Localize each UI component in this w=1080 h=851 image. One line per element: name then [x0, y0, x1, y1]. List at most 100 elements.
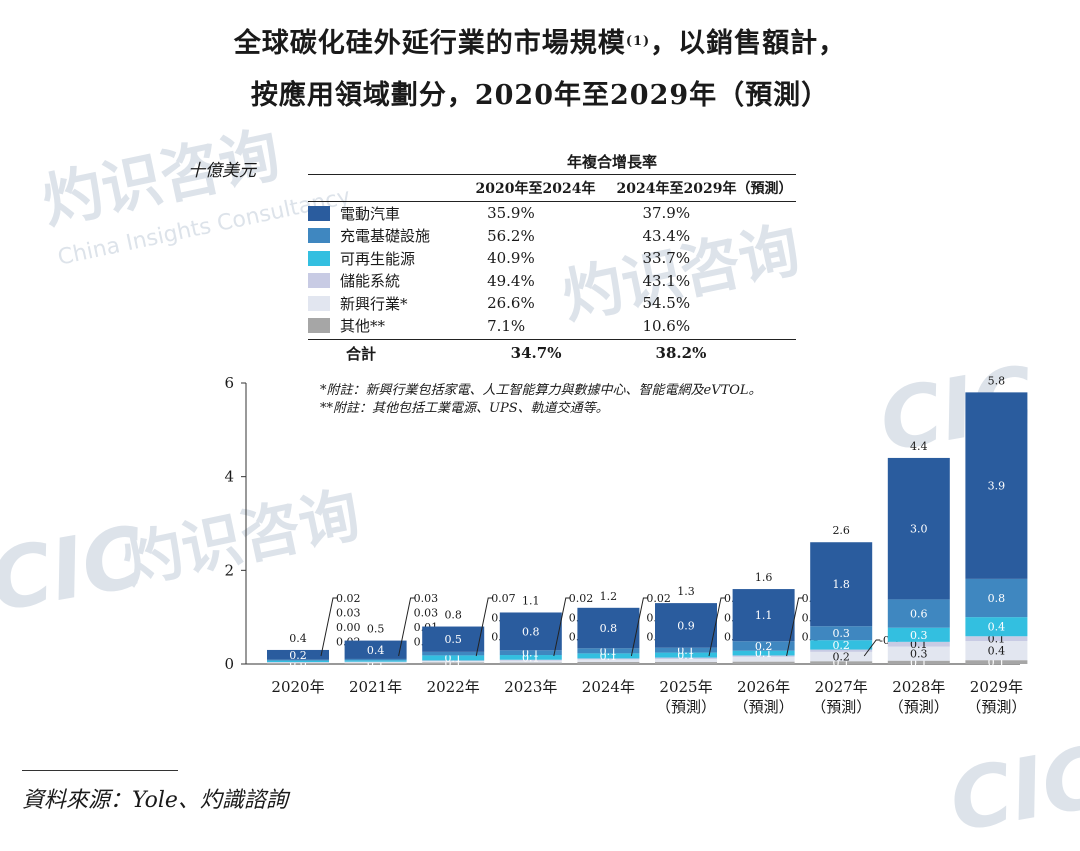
legend-swatch [308, 205, 330, 221]
bar-segment [344, 660, 407, 662]
x-tick-label: 2024年 [582, 678, 635, 696]
bar-segment [732, 589, 795, 642]
title-line1: 全球碳化硅外延行業的市場規模 [233, 28, 626, 59]
bar-segment [655, 603, 717, 648]
bar-segment [267, 649, 329, 660]
callout-leader [320, 597, 337, 657]
bar-total-label: 1.2 [600, 590, 618, 603]
cagr-value-2024-2029: 43.4% [642, 226, 691, 245]
bar-segment [422, 660, 485, 663]
x-tick-label: 2027年 [815, 678, 868, 696]
segment-label: 3.9 [988, 480, 1006, 493]
bar-segment [344, 663, 407, 664]
bar-segment [422, 655, 485, 661]
legend-label: 儲能系統 [340, 272, 401, 291]
cagr-col2-header: 2024年至2029年（預測） [616, 181, 793, 197]
callout-label: 0.03 [414, 592, 439, 605]
cagr-value-2020-2024: 26.6% [487, 294, 535, 313]
legend-swatch [308, 295, 330, 311]
callout-leader [398, 597, 415, 657]
bar-segment [422, 651, 485, 656]
bar-segment [422, 660, 485, 661]
bar-segment [267, 663, 329, 664]
bar-segment [655, 647, 717, 653]
callout-label: 0.02 [336, 592, 361, 605]
bar-segment [422, 626, 485, 652]
segment-label: 0.3 [910, 648, 928, 661]
callout-leader [708, 597, 725, 657]
x-tick-label: 2022年 [427, 678, 480, 696]
segment-label: 0.8 [988, 592, 1006, 605]
legend-label: 電動汽車 [340, 204, 401, 223]
segment-label: 0.2 [832, 651, 850, 664]
bar-segment [732, 655, 795, 657]
cagr-total1: 34.7% [510, 344, 562, 362]
segment-label: 0.2 [755, 640, 773, 653]
legend-swatch [308, 273, 330, 289]
bar-total-label: 0.5 [367, 623, 385, 636]
segment-label: 3.0 [910, 523, 928, 536]
stacked-bar-chart: 02460.00.20.40.020.030.000.022020年0.10.4… [224, 374, 1028, 716]
legend-label: 充電基礎設施 [340, 227, 431, 246]
legend-label: 其他** [340, 317, 386, 336]
segment-label: 0.9 [677, 619, 695, 632]
bar-segment [887, 646, 950, 661]
legend-label: 新興行業* [340, 294, 408, 313]
bar-segment [887, 457, 950, 600]
x-tick-label: （預測） [889, 698, 949, 716]
bar-segment [577, 607, 640, 649]
bar-segment [422, 662, 485, 664]
callout-label: 0.02 [646, 592, 671, 605]
footnote-1: *附註：新興行業包括家電、人工智能算力與數據中心、智能電網及eVTOL。 [320, 383, 762, 398]
bar-segment [810, 542, 873, 627]
bar-segment [810, 626, 873, 641]
segment-label: 0.8 [522, 625, 540, 638]
cagr-value-2024-2029: 43.1% [642, 271, 691, 290]
cagr-total-label: 合計 [346, 344, 377, 363]
cagr-value-2020-2024: 7.1% [487, 316, 526, 335]
cagr-total2: 38.2% [655, 344, 707, 362]
cagr-row: 儲能系統 49.4% 43.1% [308, 270, 796, 293]
bar-total-label: 5.8 [988, 374, 1006, 387]
bar-segment [732, 661, 795, 664]
bar-segment [577, 661, 640, 664]
segment-label: 0.4 [988, 645, 1006, 658]
cagr-row: 電動汽車 35.9% 37.9% [308, 202, 796, 225]
footnotes: *附註：新興行業包括家電、人工智能算力與數據中心、智能電網及eVTOL。 **附… [320, 382, 762, 418]
cagr-value-2024-2029: 10.6% [642, 316, 691, 335]
cagr-table: 年複合增長率 2020年至2024年 2024年至2029年（預測） 電動汽車 3… [308, 148, 796, 366]
bar-segment [577, 648, 640, 654]
source-divider [22, 770, 178, 771]
x-tick-label: （預測） [811, 698, 871, 716]
chart-title: 全球碳化硅外延行業的市場規模(1)，以銷售額計， 按應用領域劃分，2020年至2… [0, 18, 1080, 122]
cagr-value-2020-2024: 56.2% [487, 226, 535, 245]
bar-segment [965, 660, 1028, 664]
bar-segment [887, 599, 950, 628]
bar-segment [577, 659, 640, 662]
x-tick-label: 2025年 [659, 678, 712, 696]
bar-segment [344, 640, 407, 659]
bar-segment [810, 651, 873, 662]
bar-segment [810, 640, 873, 650]
cagr-value-2024-2029: 33.7% [642, 249, 691, 268]
bar-segment [655, 659, 717, 663]
callout-label: 0.07 [491, 592, 516, 605]
cagr-col1-header: 2020年至2024年 [475, 181, 596, 197]
x-tick-label: 2029年 [970, 678, 1023, 696]
bar-segment [655, 652, 717, 658]
segment-label: 0.3 [832, 627, 850, 640]
x-tick-label: （預測） [734, 698, 794, 716]
bar-total-label: 0.8 [444, 609, 462, 622]
y-tick-label: 0 [224, 655, 234, 673]
bar-total-label: 0.4 [289, 632, 307, 645]
x-tick-label: 2023年 [504, 678, 557, 696]
segment-label: 1.1 [755, 609, 773, 622]
y-tick-label: 2 [224, 561, 234, 579]
bar-segment [732, 656, 795, 662]
source-note: 資料來源：Yole、灼識諮詢 [22, 788, 288, 813]
y-tick-label: 6 [224, 374, 234, 392]
segment-label: 0.3 [910, 629, 928, 642]
bar-segment [499, 655, 562, 660]
bar-segment [655, 662, 717, 664]
bar-total-label: 4.4 [910, 440, 928, 453]
